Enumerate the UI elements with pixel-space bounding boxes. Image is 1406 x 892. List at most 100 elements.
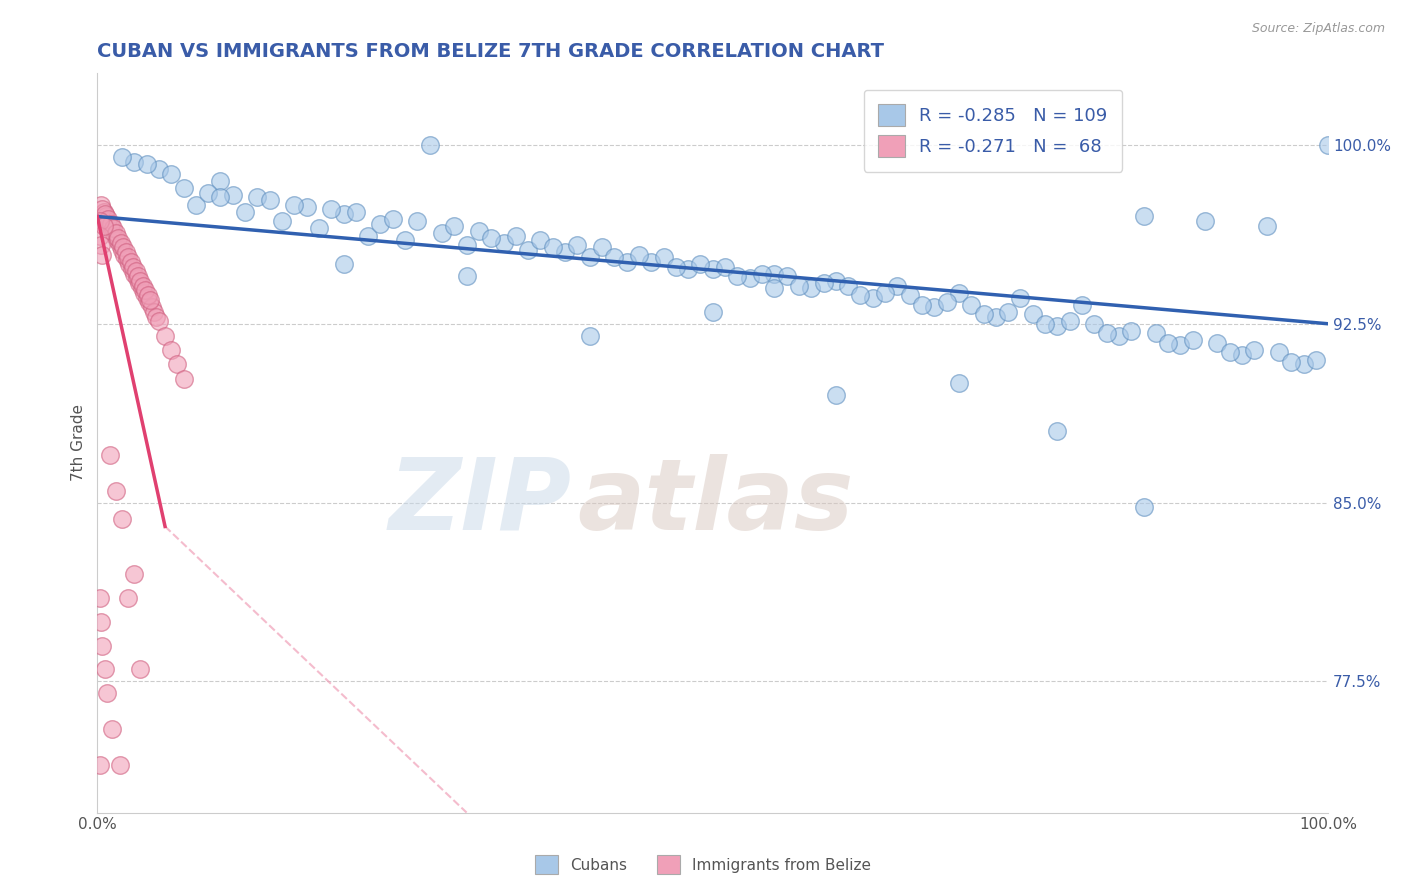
Point: [1059, 314, 1081, 328]
Point: [862, 291, 884, 305]
Point: [96, 686, 118, 700]
Point: [824, 388, 846, 402]
Point: [1132, 210, 1154, 224]
Point: [98, 219, 121, 233]
Point: [492, 235, 515, 250]
Point: [91, 202, 114, 217]
Point: [128, 277, 150, 291]
Point: [111, 150, 134, 164]
Point: [124, 264, 146, 278]
Point: [738, 271, 761, 285]
Point: [1095, 326, 1118, 341]
Point: [209, 190, 232, 204]
Point: [141, 300, 163, 314]
Point: [960, 298, 983, 312]
Point: [1046, 319, 1069, 334]
Point: [160, 343, 183, 357]
Point: [1144, 326, 1167, 341]
Point: [166, 357, 188, 371]
Point: [135, 291, 157, 305]
Point: [111, 243, 134, 257]
Point: [419, 138, 441, 153]
Point: [259, 193, 281, 207]
Point: [922, 300, 945, 314]
Point: [246, 190, 269, 204]
Point: [627, 247, 650, 261]
Point: [984, 310, 1007, 324]
Point: [89, 214, 111, 228]
Point: [90, 238, 112, 252]
Point: [1292, 357, 1315, 371]
Point: [129, 663, 152, 677]
Point: [160, 167, 183, 181]
Point: [122, 260, 145, 274]
Point: [800, 281, 823, 295]
Point: [381, 211, 404, 226]
Point: [93, 207, 115, 221]
Point: [136, 288, 159, 302]
Point: [1108, 328, 1130, 343]
Point: [89, 591, 111, 605]
Point: [468, 224, 491, 238]
Point: [911, 298, 934, 312]
Point: [1046, 424, 1069, 438]
Point: [173, 371, 195, 385]
Point: [143, 305, 166, 319]
Point: [1010, 291, 1032, 305]
Text: ZIP: ZIP: [388, 454, 571, 550]
Point: [554, 245, 576, 260]
Point: [124, 267, 146, 281]
Point: [702, 305, 724, 319]
Point: [1121, 324, 1143, 338]
Point: [1157, 335, 1180, 350]
Point: [948, 285, 970, 300]
Point: [775, 269, 797, 284]
Point: [124, 567, 146, 582]
Point: [121, 261, 143, 276]
Point: [1071, 298, 1094, 312]
Point: [112, 240, 135, 254]
Point: [1033, 317, 1056, 331]
Point: [131, 281, 153, 295]
Point: [763, 281, 786, 295]
Point: [90, 197, 112, 211]
Point: [689, 257, 711, 271]
Point: [567, 238, 589, 252]
Point: [98, 448, 121, 462]
Point: [886, 278, 908, 293]
Point: [139, 293, 162, 307]
Point: [837, 278, 859, 293]
Point: [873, 285, 896, 300]
Point: [107, 231, 129, 245]
Point: [1206, 335, 1229, 350]
Point: [1268, 345, 1291, 359]
Point: [295, 200, 318, 214]
Point: [124, 154, 146, 169]
Point: [714, 260, 737, 274]
Point: [616, 254, 638, 268]
Point: [763, 267, 786, 281]
Point: [112, 247, 135, 261]
Point: [308, 221, 330, 235]
Point: [725, 269, 748, 284]
Point: [973, 307, 995, 321]
Point: [271, 214, 294, 228]
Point: [578, 328, 600, 343]
Point: [132, 278, 155, 293]
Point: [90, 615, 112, 629]
Point: [935, 295, 957, 310]
Point: [89, 757, 111, 772]
Point: [93, 219, 115, 233]
Point: [222, 188, 245, 202]
Point: [173, 181, 195, 195]
Point: [127, 269, 149, 284]
Point: [96, 214, 118, 228]
Point: [824, 274, 846, 288]
Point: [117, 591, 139, 605]
Point: [1022, 307, 1045, 321]
Point: [1083, 317, 1105, 331]
Point: [702, 261, 724, 276]
Point: [541, 240, 564, 254]
Y-axis label: 7th Grade: 7th Grade: [72, 404, 86, 482]
Point: [787, 278, 810, 293]
